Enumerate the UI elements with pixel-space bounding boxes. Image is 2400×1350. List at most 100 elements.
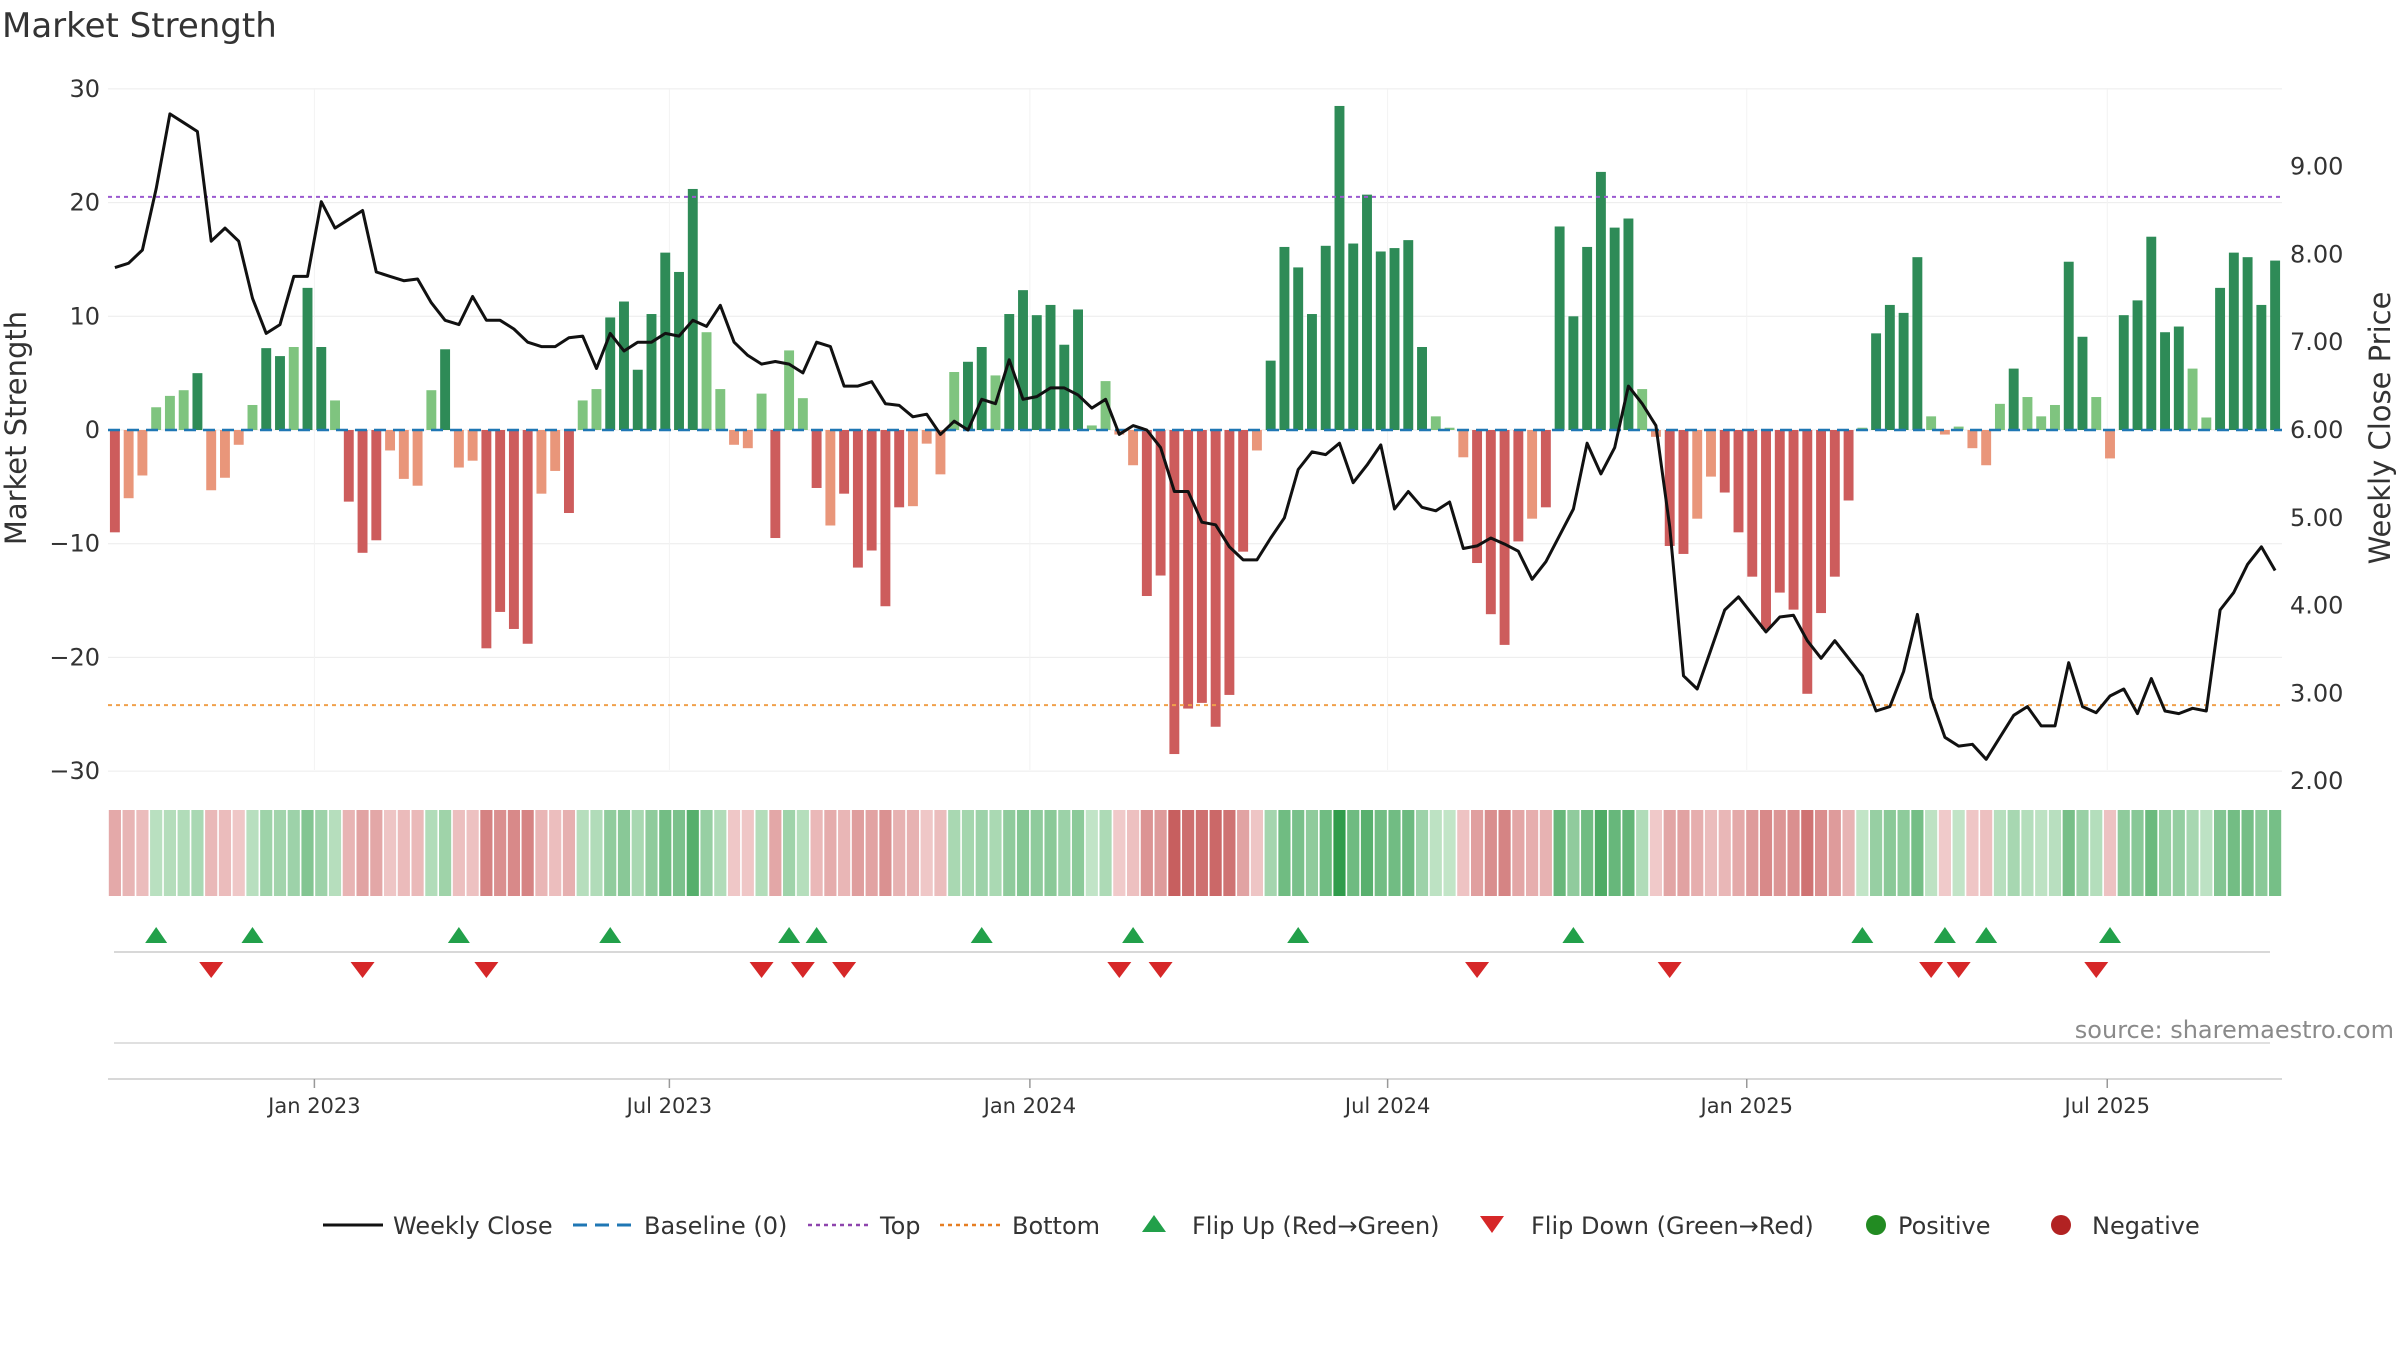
- strength-bar: [770, 430, 781, 539]
- strength-bar: [1004, 314, 1015, 430]
- strip-cell: [755, 810, 768, 896]
- strength-bar: [1994, 403, 2005, 430]
- strength-bar: [1073, 309, 1083, 430]
- strip-cell: [1127, 810, 1140, 896]
- strength-bar: [1595, 171, 1606, 430]
- strength-bar: [1472, 430, 1483, 564]
- strength-bar: [852, 430, 863, 568]
- strength-bar: [2022, 397, 2033, 430]
- strength-bar: [1637, 389, 1648, 430]
- flip-down-marker: [832, 962, 857, 978]
- strip-cell: [1856, 810, 1869, 896]
- strength-bar: [1348, 243, 1359, 430]
- flip-up-marker: [1933, 927, 1956, 943]
- strength-bar: [646, 314, 657, 430]
- strip-cell: [1526, 810, 1539, 896]
- strip-cell: [1746, 810, 1759, 896]
- strength-bar: [2091, 397, 2102, 430]
- strength-bar: [2146, 236, 2157, 430]
- strength-bar: [976, 346, 987, 430]
- strength-bar: [1362, 194, 1372, 430]
- strength-bar: [1981, 430, 1992, 466]
- flip-up-marker: [1851, 927, 1874, 943]
- strip-cell: [948, 810, 961, 896]
- flip-up-marker: [599, 927, 622, 943]
- strength-bar: [963, 361, 973, 430]
- strength-bar: [1967, 430, 1978, 449]
- strength-bar: [522, 430, 533, 644]
- strip-cell: [824, 810, 837, 896]
- strength-bar: [632, 369, 643, 430]
- strength-bar: [1609, 227, 1620, 430]
- flip-down-marker: [1107, 962, 1132, 978]
- strength-bar: [563, 430, 574, 514]
- legend: Weekly Close Baseline (0) Top Bottom Flip Up…: [323, 1212, 2200, 1240]
- strip-cell: [1347, 810, 1360, 896]
- flip-markers: [114, 927, 2270, 978]
- strength-bar: [426, 390, 437, 430]
- flip-up-marker: [1562, 927, 1585, 943]
- strip-cell: [370, 810, 383, 896]
- strip-cell: [865, 810, 878, 896]
- x-axis: Jan 2023 Jul 2023 Jan 2024 Jul 2024 Jan 2025…: [108, 1042, 2282, 1118]
- strip-cell: [838, 810, 851, 896]
- strip-cell: [411, 810, 424, 896]
- strength-bar: [2132, 300, 2143, 430]
- strip-cell: [191, 810, 204, 896]
- strip-cell: [686, 810, 699, 896]
- x-tick-label: Jul 2024: [1343, 1094, 1430, 1118]
- right-tick-label: 7.00: [2290, 328, 2343, 356]
- strength-bar: [1485, 430, 1496, 615]
- strength-bar: [1939, 430, 1950, 435]
- strip-cell: [1030, 810, 1043, 896]
- strength-bars: [109, 105, 2281, 755]
- strip-cell: [700, 810, 713, 896]
- strip-cell: [975, 810, 988, 896]
- strip-cell: [2172, 810, 2185, 896]
- strength-bar: [729, 430, 740, 445]
- strip-cell: [659, 810, 672, 896]
- strength-bar: [1678, 430, 1689, 554]
- strip-cell: [1099, 810, 1112, 896]
- strength-bar: [1320, 245, 1331, 430]
- strip-cell: [150, 810, 163, 896]
- strip-cell: [177, 810, 190, 896]
- strip-cell: [535, 810, 548, 896]
- strength-bar: [137, 430, 148, 476]
- strip-cell: [1044, 810, 1057, 896]
- strength-bar: [1871, 333, 1882, 430]
- strength-bar: [1761, 430, 1771, 629]
- strip-cell: [260, 810, 273, 896]
- strip-cell: [1663, 810, 1676, 896]
- strip-cell: [1388, 810, 1401, 896]
- strength-bar: [261, 348, 272, 430]
- legend-swatch-dot: [2051, 1215, 2071, 1235]
- strip-cell: [590, 810, 603, 896]
- strip-cell: [397, 810, 410, 896]
- strength-bar: [674, 271, 684, 430]
- strength-bar: [1265, 360, 1276, 430]
- strength-bar: [1403, 240, 1414, 430]
- strip-cell: [287, 810, 300, 896]
- strip-cell: [1801, 810, 1814, 896]
- strip-cell: [1113, 810, 1126, 896]
- strength-bar: [2187, 368, 2198, 430]
- strip-cell: [1292, 810, 1305, 896]
- strength-bar: [1884, 304, 1895, 430]
- flip-down-marker: [1919, 962, 1944, 978]
- strength-bar: [1183, 430, 1194, 709]
- strength-bar: [1664, 430, 1675, 546]
- flip-down-marker: [749, 962, 774, 978]
- strip-cell: [1636, 810, 1649, 896]
- left-tick-label: −10: [49, 530, 100, 558]
- strength-bar: [2160, 332, 2170, 430]
- strip-cell: [1264, 810, 1277, 896]
- strength-bar: [1224, 430, 1235, 695]
- legend-label: Negative: [2092, 1212, 2200, 1240]
- legend-swatch-flip-down: [1480, 1216, 1504, 1233]
- strip-cell: [328, 810, 342, 896]
- strength-bar: [687, 188, 698, 430]
- legend-swatch-flip-up: [1142, 1215, 1166, 1232]
- flip-up-marker: [241, 927, 264, 943]
- strength-bar: [605, 317, 616, 430]
